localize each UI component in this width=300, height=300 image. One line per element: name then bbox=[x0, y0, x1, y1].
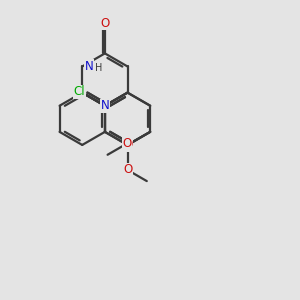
Text: O: O bbox=[123, 164, 132, 176]
Text: O: O bbox=[122, 137, 131, 150]
Text: H: H bbox=[95, 63, 102, 73]
Text: N: N bbox=[84, 60, 93, 73]
Text: O: O bbox=[100, 17, 110, 30]
Text: N: N bbox=[100, 99, 109, 112]
Text: Cl: Cl bbox=[74, 85, 85, 98]
Text: O: O bbox=[123, 138, 132, 152]
